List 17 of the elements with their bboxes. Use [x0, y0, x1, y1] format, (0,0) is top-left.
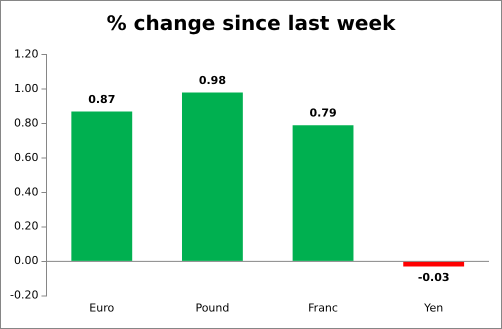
y-tick-label: 0.80 — [14, 116, 38, 130]
y-tick-label: -0.20 — [10, 288, 38, 302]
x-tick-label: Euro — [89, 301, 115, 314]
data-label: 0.87 — [88, 92, 116, 106]
y-tick-label: 0.40 — [14, 185, 38, 198]
chart-title: % change since last week — [106, 11, 397, 35]
data-label: -0.03 — [418, 270, 450, 284]
y-tick-label: 0.60 — [14, 150, 38, 164]
data-label: 0.79 — [309, 106, 337, 120]
x-tick-label: Franc — [308, 301, 338, 314]
data-label: 0.98 — [198, 74, 226, 87]
y-tick-label: 0.00 — [14, 254, 38, 268]
x-tick-label: Pound — [195, 301, 230, 314]
y-tick-label: 1.00 — [14, 82, 38, 95]
y-tick-label: 1.20 — [14, 47, 38, 60]
x-tick-label: Yen — [423, 301, 444, 314]
y-tick-label: 0.20 — [14, 220, 38, 233]
